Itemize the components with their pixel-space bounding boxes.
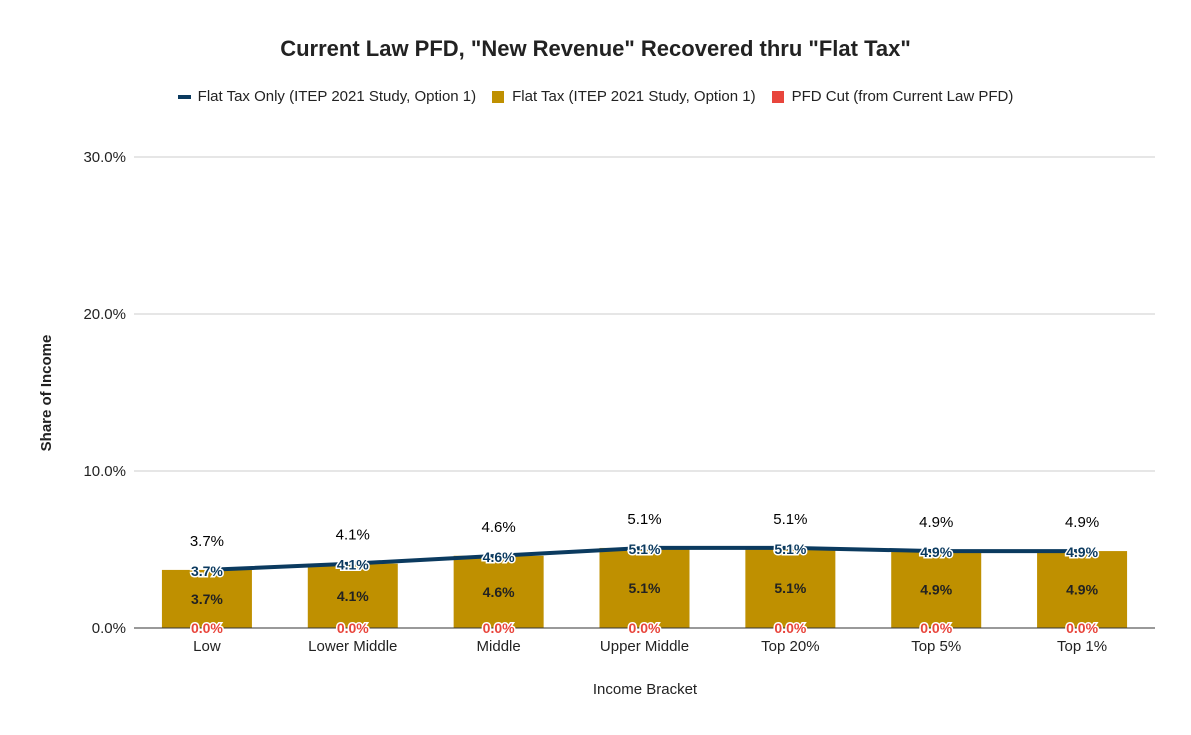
pfd-cut-label: 0.0% xyxy=(629,620,661,636)
legend-swatch-box xyxy=(492,90,505,103)
y-axis-ticks: 0.0% 10.0% 20.0% 30.0% xyxy=(83,149,126,637)
legend-label: PFD Cut (from Current Law PFD) xyxy=(791,88,1014,105)
x-tick-label: Top 5% xyxy=(911,638,961,655)
x-tick-label: Upper Middle xyxy=(600,638,689,655)
bar-value-label: 5.1% xyxy=(774,580,806,596)
y-tick-label: 0.0% xyxy=(92,620,126,637)
line-point-label: 5.1% xyxy=(629,541,661,557)
bar xyxy=(307,563,398,628)
bar-value-label: 4.6% xyxy=(483,584,515,600)
total-label: 5.1% xyxy=(773,511,807,528)
x-tick-label: Low xyxy=(193,638,221,655)
pfd-cut-label: 0.0% xyxy=(774,620,806,636)
chart-title: Current Law PFD, "New Revenue" Recovered… xyxy=(280,36,911,61)
y-axis-title: Share of Income xyxy=(38,335,55,452)
bar-value-label: 4.1% xyxy=(337,588,369,604)
bar xyxy=(891,551,982,628)
pfd-cut-label: 0.0% xyxy=(337,620,369,636)
legend-item-flat-tax[interactable]: Flat Tax (ITEP 2021 Study, Option 1) xyxy=(492,88,756,105)
x-axis-title: Income Bracket xyxy=(593,681,698,698)
legend-label: Flat Tax Only (ITEP 2021 Study, Option 1… xyxy=(197,88,477,105)
pfd-cut-label: 0.0% xyxy=(191,620,223,636)
x-axis-ticks: Low Lower Middle Middle Upper Middle Top 20%… xyxy=(193,638,1107,655)
x-tick-label: Top 20% xyxy=(761,638,819,655)
total-label: 4.6% xyxy=(482,519,516,536)
y-tick-label: 10.0% xyxy=(83,463,126,480)
legend-label: Flat Tax (ITEP 2021 Study, Option 1) xyxy=(512,88,756,105)
legend: Flat Tax Only (ITEP 2021 Study, Option 1… xyxy=(0,88,1191,105)
line-point-label: 4.6% xyxy=(483,549,515,565)
total-label: 3.7% xyxy=(190,533,224,550)
total-label: 4.9% xyxy=(919,514,953,531)
line-point-label: 3.7% xyxy=(191,563,223,579)
line-point-label: 5.1% xyxy=(774,541,806,557)
line-point-label: 4.9% xyxy=(920,544,952,560)
y-tick-label: 30.0% xyxy=(83,149,126,166)
x-tick-label: Lower Middle xyxy=(308,638,397,655)
line-point-label: 4.1% xyxy=(337,557,369,573)
data-labels: 3.7% 0.0% 3.7% 4.1% 0.0% 4.1% 4.6% 0.0% 4.6% 5.1%… xyxy=(189,511,1100,638)
total-label: 4.1% xyxy=(336,527,370,544)
pfd-cut-label: 0.0% xyxy=(1066,620,1098,636)
x-tick-label: Middle xyxy=(477,638,521,655)
bar xyxy=(1037,551,1128,628)
bar xyxy=(599,547,690,628)
gridlines xyxy=(134,156,1155,472)
pfd-cut-label: 0.0% xyxy=(483,620,515,636)
bar-value-label: 5.1% xyxy=(629,580,661,596)
bars xyxy=(161,547,1128,628)
x-tick-label: Top 1% xyxy=(1057,638,1107,655)
bar-value-label: 4.9% xyxy=(1066,582,1098,598)
legend-item-flat-tax-only[interactable]: Flat Tax Only (ITEP 2021 Study, Option 1… xyxy=(177,88,477,105)
bar-value-label: 3.7% xyxy=(191,591,223,607)
legend-swatch-line xyxy=(177,94,191,99)
legend-swatch-box xyxy=(771,90,784,103)
bar xyxy=(745,547,836,628)
legend-item-pfd-cut[interactable]: PFD Cut (from Current Law PFD) xyxy=(771,88,1014,105)
bar xyxy=(161,569,252,628)
bar xyxy=(453,555,544,628)
bar-value-label: 4.9% xyxy=(920,582,952,598)
y-tick-label: 20.0% xyxy=(83,306,126,323)
total-label: 4.9% xyxy=(1065,514,1099,531)
line-series: 3.7% 4.1% 4.6% 5.1% 5.1% 4.9% 4.9% xyxy=(189,539,1100,580)
series-line xyxy=(206,545,1083,572)
total-label: 5.1% xyxy=(627,511,661,528)
line-point-label: 4.9% xyxy=(1066,544,1098,560)
pfd-cut-label: 0.0% xyxy=(920,620,952,636)
